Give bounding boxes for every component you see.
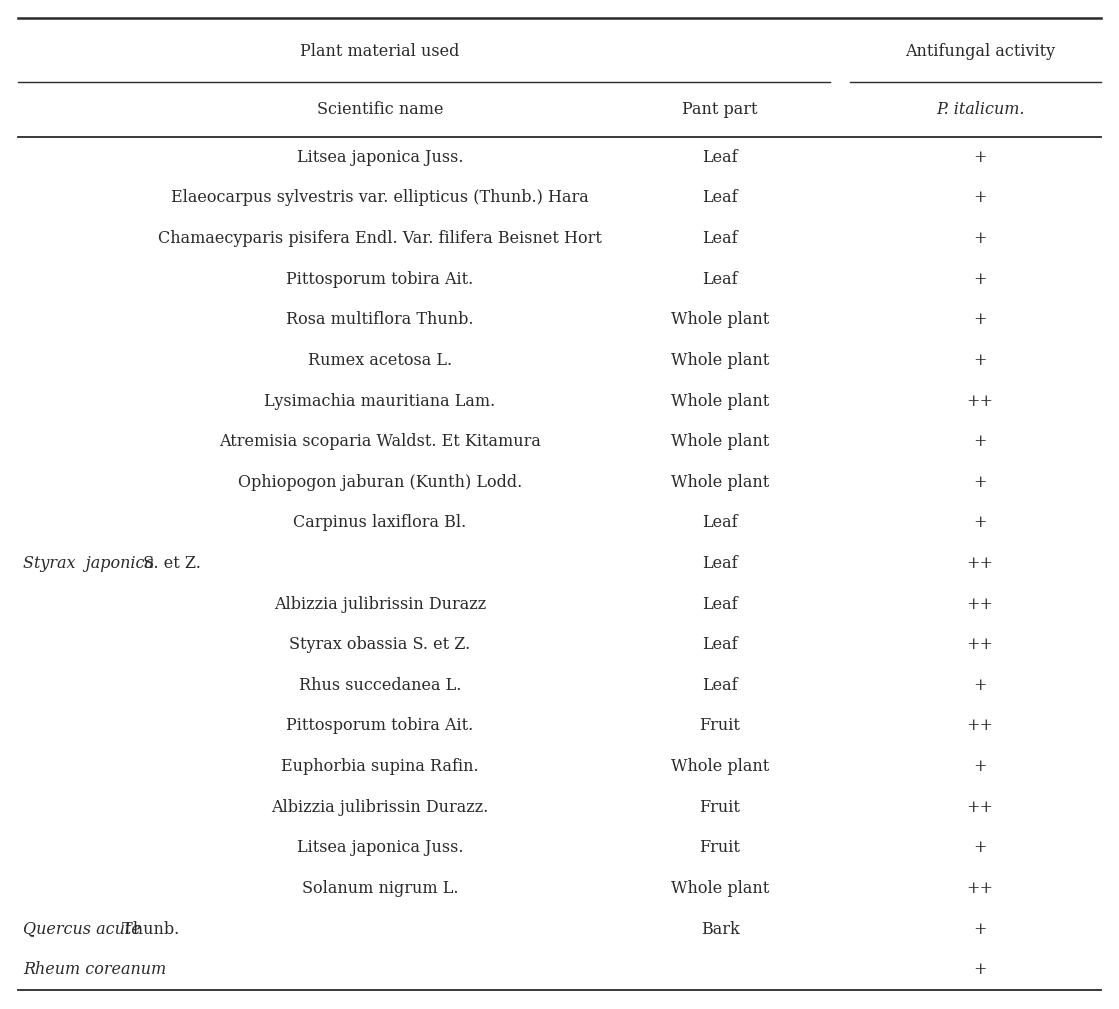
Text: +: + bbox=[974, 190, 987, 207]
Text: Leaf: Leaf bbox=[703, 190, 737, 207]
Text: +: + bbox=[974, 920, 987, 937]
Text: Euphorbia supina Rafin.: Euphorbia supina Rafin. bbox=[281, 758, 479, 775]
Text: ++: ++ bbox=[967, 637, 994, 653]
Text: S. et Z.: S. et Z. bbox=[139, 555, 201, 572]
Text: Albizzia julibrissin Durazz: Albizzia julibrissin Durazz bbox=[274, 595, 486, 612]
Text: Pittosporum tobira Ait.: Pittosporum tobira Ait. bbox=[286, 717, 473, 735]
Text: Pittosporum tobira Ait.: Pittosporum tobira Ait. bbox=[286, 270, 473, 288]
Text: Rhus succedanea L.: Rhus succedanea L. bbox=[299, 677, 461, 694]
Text: Plant material used: Plant material used bbox=[300, 43, 460, 61]
Text: Elaeocarpus sylvestris var. ellipticus (Thunb.) Hara: Elaeocarpus sylvestris var. ellipticus (… bbox=[171, 190, 589, 207]
Text: Fruit: Fruit bbox=[699, 799, 741, 815]
Text: +: + bbox=[974, 839, 987, 857]
Text: Styrax obassia S. et Z.: Styrax obassia S. et Z. bbox=[290, 637, 471, 653]
Text: +: + bbox=[974, 230, 987, 247]
Text: Whole plant: Whole plant bbox=[671, 758, 769, 775]
Text: +: + bbox=[974, 270, 987, 288]
Text: Rumex acetosa L.: Rumex acetosa L. bbox=[308, 352, 452, 369]
Text: Styrax  japonica: Styrax japonica bbox=[23, 555, 154, 572]
Text: Leaf: Leaf bbox=[703, 515, 737, 532]
Text: +: + bbox=[974, 962, 987, 978]
Text: Whole plant: Whole plant bbox=[671, 393, 769, 410]
Text: Leaf: Leaf bbox=[703, 230, 737, 247]
Text: Leaf: Leaf bbox=[703, 637, 737, 653]
Text: Antifungal activity: Antifungal activity bbox=[905, 43, 1055, 61]
Text: Bark: Bark bbox=[700, 920, 740, 937]
Text: Whole plant: Whole plant bbox=[671, 352, 769, 369]
Text: ++: ++ bbox=[967, 393, 994, 410]
Text: Leaf: Leaf bbox=[703, 677, 737, 694]
Text: Leaf: Leaf bbox=[703, 148, 737, 165]
Text: +: + bbox=[974, 433, 987, 450]
Text: Scientific name: Scientific name bbox=[317, 102, 443, 118]
Text: Chamaecyparis pisifera Endl. Var. filifera Beisnet Hort: Chamaecyparis pisifera Endl. Var. filife… bbox=[158, 230, 602, 247]
Text: Leaf: Leaf bbox=[703, 555, 737, 572]
Text: Litsea japonica Juss.: Litsea japonica Juss. bbox=[297, 148, 463, 165]
Text: Albizzia julibrissin Durazz.: Albizzia julibrissin Durazz. bbox=[271, 799, 489, 815]
Text: ++: ++ bbox=[967, 717, 994, 735]
Text: +: + bbox=[974, 758, 987, 775]
Text: Litsea japonica Juss.: Litsea japonica Juss. bbox=[297, 839, 463, 857]
Text: Whole plant: Whole plant bbox=[671, 312, 769, 328]
Text: Thunb.: Thunb. bbox=[116, 920, 179, 937]
Text: Pant part: Pant part bbox=[683, 102, 758, 118]
Text: Lysimachia mauritiana Lam.: Lysimachia mauritiana Lam. bbox=[264, 393, 496, 410]
Text: P. italicum.: P. italicum. bbox=[935, 102, 1024, 118]
Text: +: + bbox=[974, 474, 987, 490]
Text: Whole plant: Whole plant bbox=[671, 880, 769, 897]
Text: Carpinus laxiflora Bl.: Carpinus laxiflora Bl. bbox=[293, 515, 467, 532]
Text: Fruit: Fruit bbox=[699, 839, 741, 857]
Text: ++: ++ bbox=[967, 880, 994, 897]
Text: Whole plant: Whole plant bbox=[671, 474, 769, 490]
Text: ++: ++ bbox=[967, 799, 994, 815]
Text: Fruit: Fruit bbox=[699, 717, 741, 735]
Text: +: + bbox=[974, 677, 987, 694]
Text: Rheum coreanum: Rheum coreanum bbox=[23, 962, 166, 978]
Text: Solanum nigrum L.: Solanum nigrum L. bbox=[302, 880, 459, 897]
Text: ++: ++ bbox=[967, 555, 994, 572]
Text: Ophiopogon jaburan (Kunth) Lodd.: Ophiopogon jaburan (Kunth) Lodd. bbox=[238, 474, 523, 490]
Text: +: + bbox=[974, 148, 987, 165]
Text: +: + bbox=[974, 352, 987, 369]
Text: +: + bbox=[974, 312, 987, 328]
Text: Leaf: Leaf bbox=[703, 270, 737, 288]
Text: Quercus acute: Quercus acute bbox=[23, 920, 141, 937]
Text: Leaf: Leaf bbox=[703, 595, 737, 612]
Text: Whole plant: Whole plant bbox=[671, 433, 769, 450]
Text: Atremisia scoparia Waldst. Et Kitamura: Atremisia scoparia Waldst. Et Kitamura bbox=[219, 433, 540, 450]
Text: ++: ++ bbox=[967, 595, 994, 612]
Text: +: + bbox=[974, 515, 987, 532]
Text: Rosa multiflora Thunb.: Rosa multiflora Thunb. bbox=[286, 312, 473, 328]
